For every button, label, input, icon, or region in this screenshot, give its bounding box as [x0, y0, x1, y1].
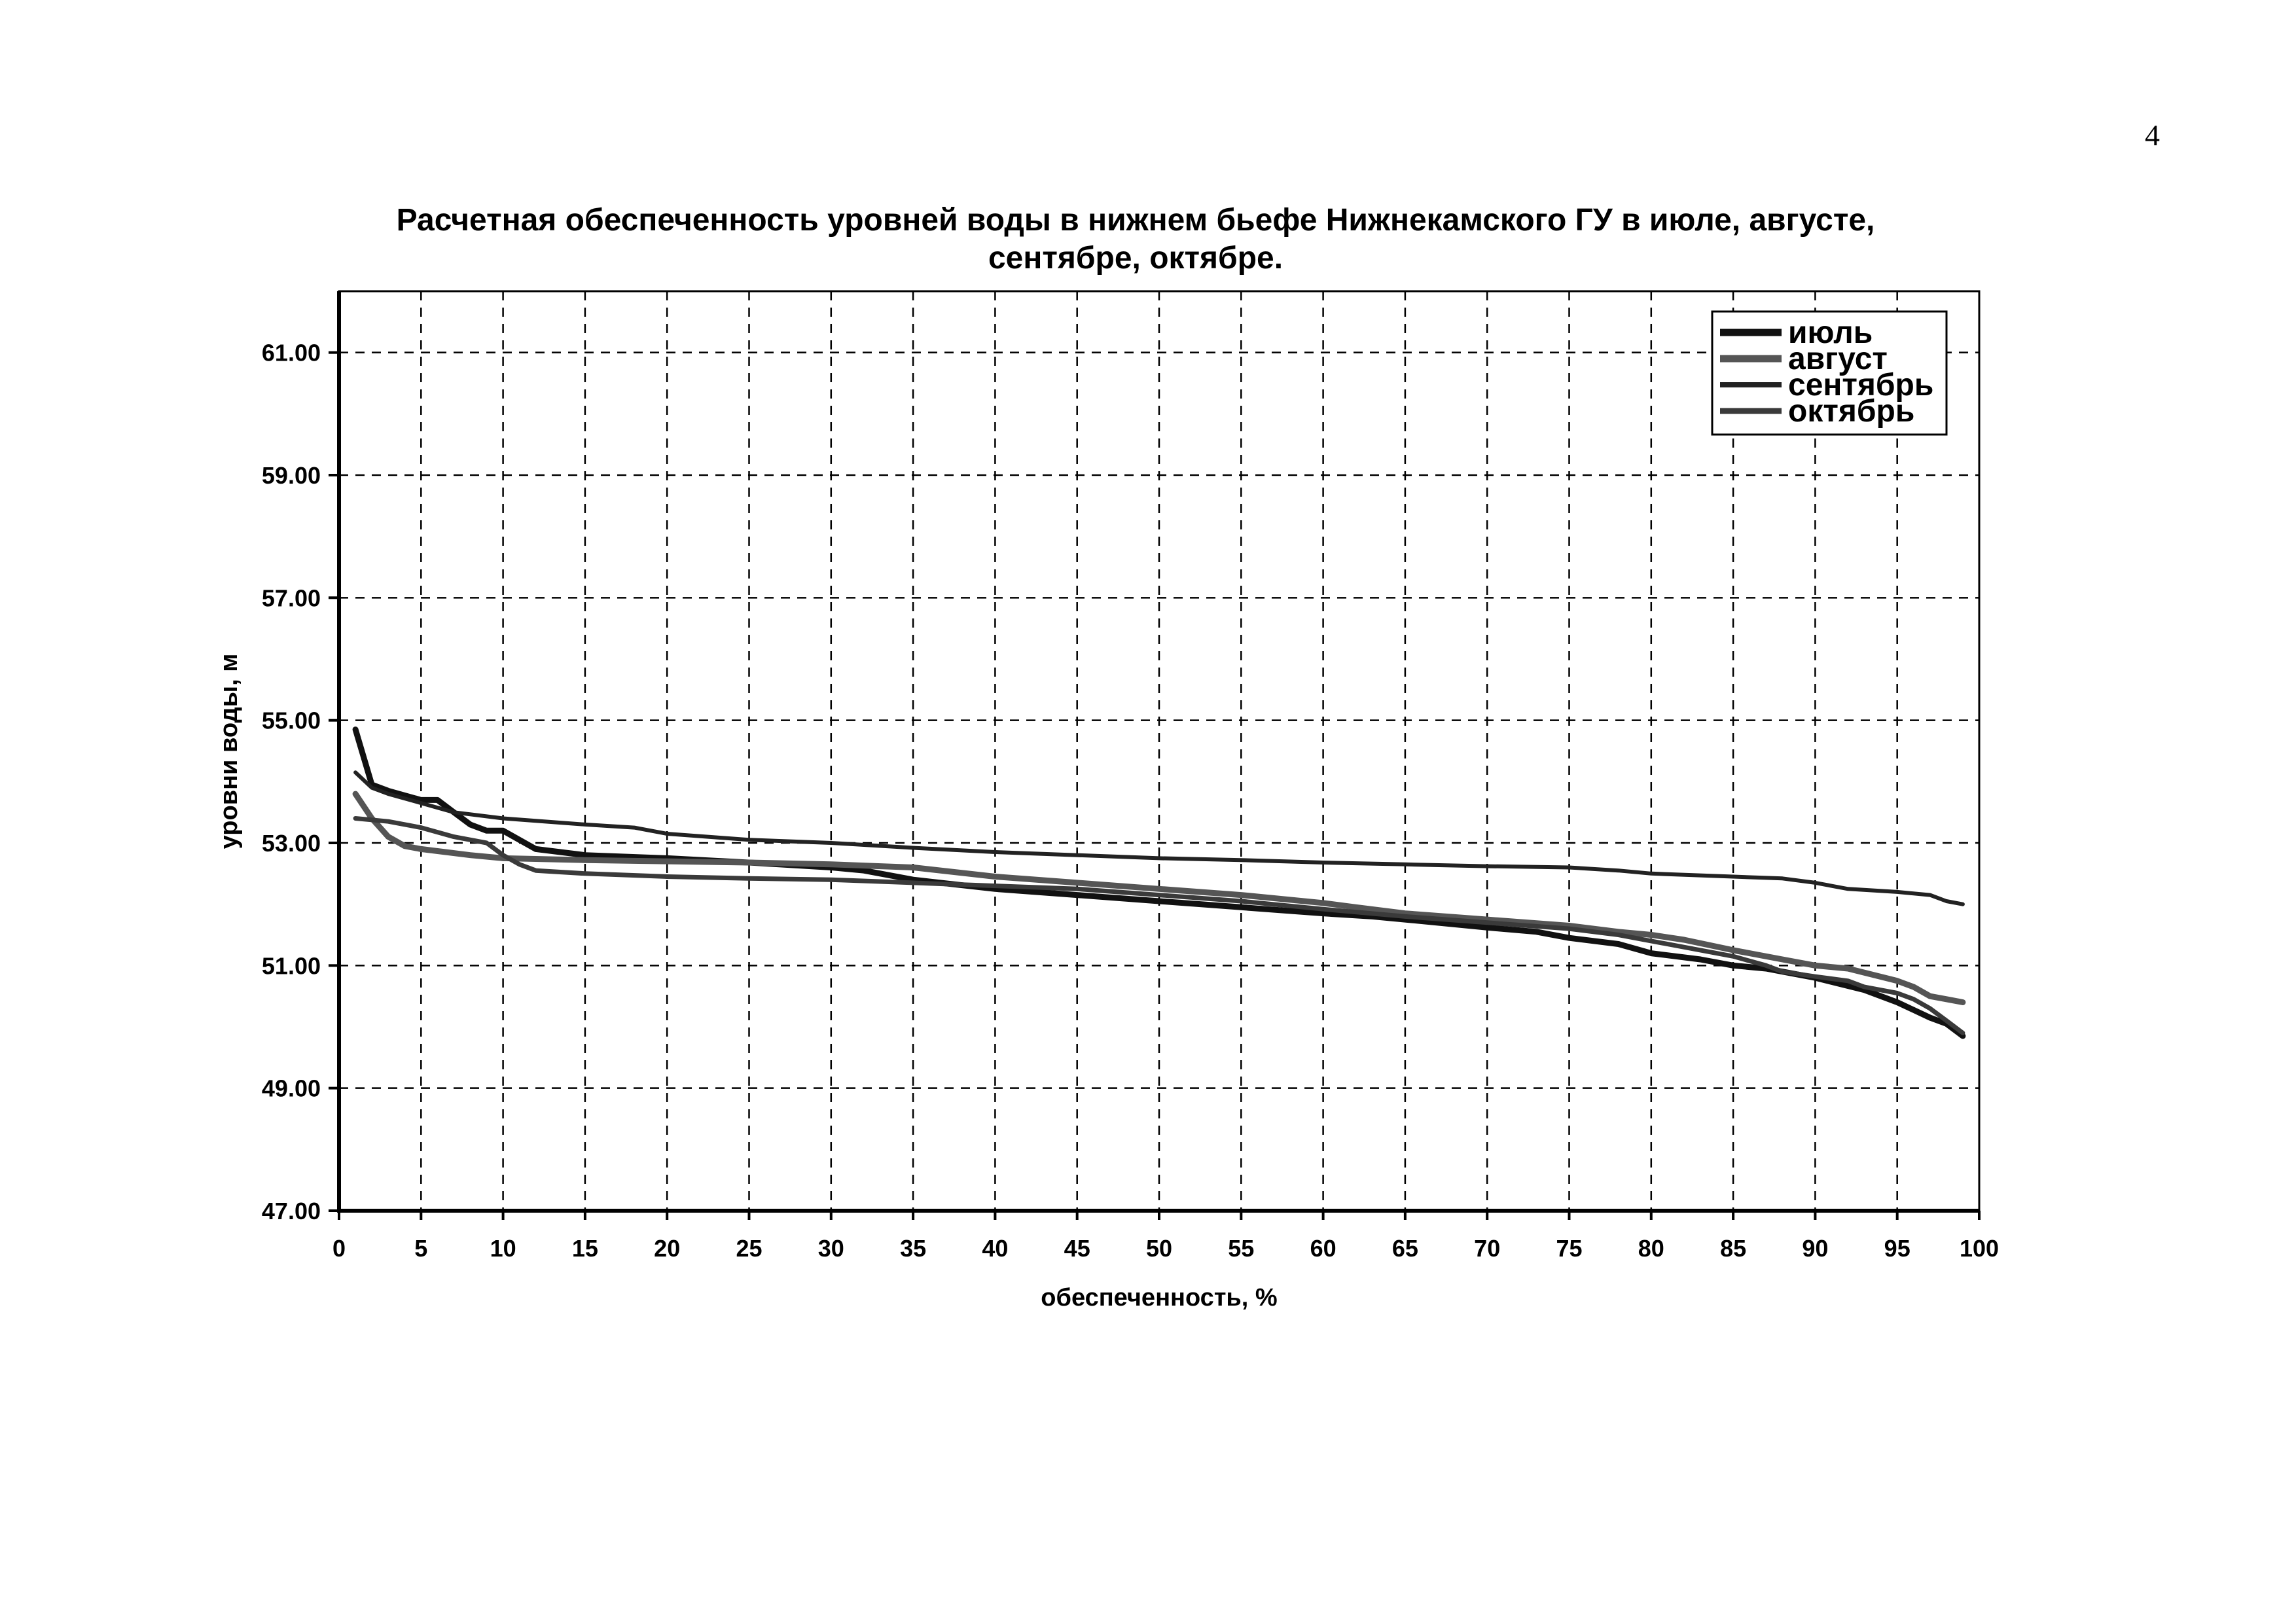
chart-title-line-1: Расчетная обеспеченность уровней воды в …	[397, 203, 1875, 238]
x-tick-label: 85	[1720, 1235, 1746, 1262]
legend-label: сентябрь	[1788, 368, 1933, 402]
x-tick-label: 50	[1146, 1235, 1172, 1262]
series-line-август	[352, 791, 1966, 1005]
y-tick-label: 55.00	[262, 707, 321, 734]
x-tick-label: 25	[736, 1235, 762, 1262]
legend-label: август	[1788, 342, 1888, 376]
y-tick-label: 49.00	[262, 1075, 321, 1102]
x-axis-label: обеспеченность, %	[1041, 1284, 1277, 1311]
y-axis-label: уровни воды, м	[215, 654, 243, 849]
series-line-сентябрь	[353, 770, 1965, 906]
x-tick-label: 80	[1638, 1235, 1664, 1262]
x-tick-label: 55	[1228, 1235, 1254, 1262]
x-tick-label: 65	[1392, 1235, 1418, 1262]
grid	[339, 291, 1979, 1211]
x-tick-label: 100	[1960, 1235, 1999, 1262]
x-tick-label: 75	[1556, 1235, 1582, 1262]
y-tick-label: 57.00	[262, 584, 321, 611]
legend-label: октябрь	[1788, 394, 1914, 429]
x-tick-label: 15	[572, 1235, 598, 1262]
series-lines	[352, 726, 1966, 1039]
x-tick-label: 95	[1884, 1235, 1910, 1262]
y-tick-label: 53.00	[262, 830, 321, 857]
x-tick-label: 35	[900, 1235, 926, 1262]
x-tick-label: 10	[490, 1235, 516, 1262]
x-tick-label: 45	[1064, 1235, 1090, 1262]
x-tick-label: 20	[654, 1235, 680, 1262]
legend-label: июль	[1788, 315, 1873, 350]
tick-labels: 0 5 10 15 20 25 30 35 40 45 50 55 60 65 70 75 80 85 90 95 10…	[262, 340, 1999, 1262]
series-line-октябрь	[353, 816, 1965, 1035]
x-tick-label: 70	[1474, 1235, 1500, 1262]
y-tick-label: 47.00	[262, 1198, 321, 1224]
y-tick-label: 59.00	[262, 462, 321, 489]
page-number: 4	[2145, 118, 2160, 152]
y-tick-label: 51.00	[262, 952, 321, 979]
chart-title-line-2: сентябре, октябре.	[988, 241, 1283, 276]
y-tick-label: 61.00	[262, 340, 321, 366]
x-tick-label: 5	[414, 1235, 427, 1262]
x-tick-label: 60	[1310, 1235, 1336, 1262]
x-tick-label: 30	[818, 1235, 844, 1262]
x-tick-label: 0	[332, 1235, 346, 1262]
x-tick-label: 40	[982, 1235, 1008, 1262]
x-tick-label: 90	[1802, 1235, 1828, 1262]
